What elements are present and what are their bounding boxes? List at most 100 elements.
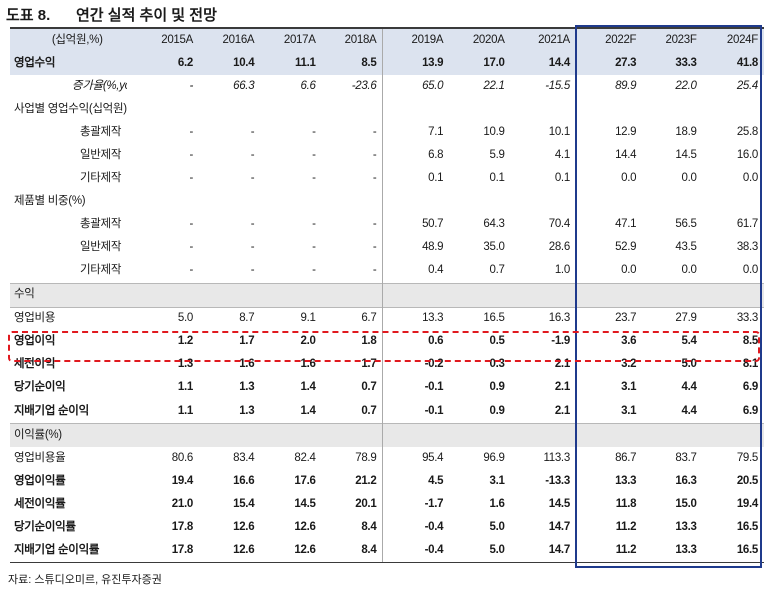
value-cell: -: [189, 125, 193, 138]
value-cell: [510, 282, 576, 308]
value-cell: -: [312, 264, 316, 277]
row-label: 지배기업 순이익: [14, 404, 89, 417]
value-cell: 2.0: [300, 335, 316, 348]
title-text: 연간 실적 추이 및 전망: [76, 7, 217, 24]
value-cell: 10.4: [198, 52, 261, 76]
value-cell: -: [189, 172, 193, 185]
value-cell: 0.1: [382, 167, 450, 191]
year-header: 2022F: [575, 29, 643, 53]
value-cell: 13.3: [615, 474, 637, 487]
value-cell: 8.5: [321, 52, 383, 76]
value-cell: 0.0: [621, 172, 637, 185]
value-cell: -: [372, 241, 377, 254]
value-cell: [321, 282, 383, 308]
value-cell: 0.0: [742, 264, 758, 277]
value-cell: 5.0: [126, 306, 199, 331]
value-cell: 9.1: [260, 306, 322, 331]
value-cell: 13.3: [675, 520, 697, 533]
value-cell: 16.0: [736, 149, 758, 161]
value-cell: 22.0: [675, 79, 697, 92]
row-label: 일반제작: [80, 149, 122, 161]
value-cell: 80.6: [171, 451, 193, 464]
value-cell: [642, 190, 702, 213]
value-cell: 23.7: [575, 306, 643, 331]
value-cell: [449, 422, 511, 447]
value-cell: 0.1: [554, 172, 570, 185]
value-cell: 0.7: [361, 404, 377, 417]
value-cell: 8.4: [321, 539, 383, 564]
value-cell: 4.5: [382, 469, 450, 493]
value-cell: 16.5: [702, 539, 764, 564]
value-cell: 8.4: [361, 520, 377, 533]
value-cell: 20.1: [355, 497, 377, 510]
value-cell: [510, 422, 576, 447]
value-cell: 82.4: [294, 451, 316, 464]
value-cell: -0.2: [382, 353, 450, 377]
value-cell: 11.8: [615, 497, 637, 510]
value-cell: [127, 98, 199, 121]
value-cell: 12.6: [233, 520, 255, 533]
value-cell: [449, 190, 510, 213]
value-cell: 16.6: [233, 474, 255, 487]
value-cell: 14.4: [510, 52, 576, 76]
value-cell: 2.1: [554, 404, 570, 417]
row-label: 당기순이익률: [14, 520, 76, 533]
value-cell: [703, 190, 764, 213]
table-row: 총괄제작 - - - -50.7 64.3 70.4 47.1 56.5 61.7: [10, 213, 764, 237]
value-cell: 5.9: [489, 149, 505, 161]
value-cell: -: [312, 125, 316, 138]
value-cell: 86.7: [615, 451, 637, 464]
row-label: 증가율(%,yoy): [72, 79, 127, 92]
value-cell: -0.4: [382, 539, 450, 564]
row-label: 영업이익: [14, 335, 56, 348]
value-cell: -0.1: [382, 399, 450, 424]
value-cell: 15.4: [233, 497, 255, 510]
value-cell: 33.3: [702, 306, 764, 331]
value-cell: -: [372, 125, 377, 138]
value-cell: [642, 98, 702, 121]
value-cell: 83.4: [233, 451, 255, 464]
value-cell: [126, 422, 199, 447]
row-label: 일반제작: [80, 241, 122, 254]
table-row: 세전이익률 21.0 15.4 14.5 20.1 -1.7 1.6 14.5 11.8 15.0…: [10, 492, 764, 516]
value-cell: 0.6: [382, 330, 450, 354]
value-cell: -: [250, 149, 255, 161]
row-label: 기타제작: [80, 264, 122, 277]
value-cell: -: [189, 149, 193, 161]
value-cell: [382, 98, 450, 122]
value-cell: 6.9: [742, 404, 758, 417]
row-label: 총괄제작: [80, 218, 122, 231]
table-row: 지배기업 순이익률 17.8 12.6 12.6 8.4 -0.4 5.0 14.7 11.2 1…: [10, 539, 764, 564]
value-cell: -: [189, 218, 193, 231]
table-row: 지배기업 순이익 1.1 1.3 1.4 0.7 -0.1 0.9 2.1 3.1 4.4 6.9: [10, 399, 764, 424]
table-row: 일반제작 - - - -6.8 5.9 4.1 14.4 14.5 16.0: [10, 144, 764, 168]
value-cell: 11.1: [260, 52, 322, 76]
value-cell: 4.4: [681, 404, 697, 417]
value-cell: 0.1: [489, 172, 505, 185]
value-cell: 21.0: [171, 497, 193, 510]
value-cell: 14.7: [548, 520, 570, 533]
table-row: 제품별 비중(%): [10, 190, 764, 214]
value-cell: [642, 422, 703, 447]
value-cell: -: [372, 172, 377, 185]
value-cell: 12.9: [615, 125, 637, 138]
unit-label: (십억원,%): [10, 29, 127, 53]
value-cell: [382, 422, 450, 447]
table-row: 기타제작 - - - -0.1 0.1 0.1 0.0 0.0 0.0: [10, 167, 764, 191]
value-cell: 16.3: [510, 306, 576, 331]
value-cell: 1.4: [300, 404, 316, 417]
value-cell: 96.9: [483, 451, 505, 464]
value-cell: 0.0: [742, 172, 758, 185]
value-cell: 1.1: [177, 404, 193, 417]
value-cell: 18.9: [675, 125, 697, 138]
row-label: 이익률(%): [10, 422, 127, 447]
row-label: 당기순이익: [14, 381, 66, 394]
value-cell: [322, 190, 383, 213]
value-cell: 33.3: [642, 52, 703, 76]
value-cell: 25.4: [736, 79, 758, 92]
value-cell: 14.5: [294, 497, 316, 510]
value-cell: 1.6: [489, 497, 505, 510]
value-cell: 13.3: [382, 306, 450, 331]
table-row: 사업별 영업수익(십억원): [10, 98, 764, 122]
year-header: 2024F: [702, 29, 764, 53]
